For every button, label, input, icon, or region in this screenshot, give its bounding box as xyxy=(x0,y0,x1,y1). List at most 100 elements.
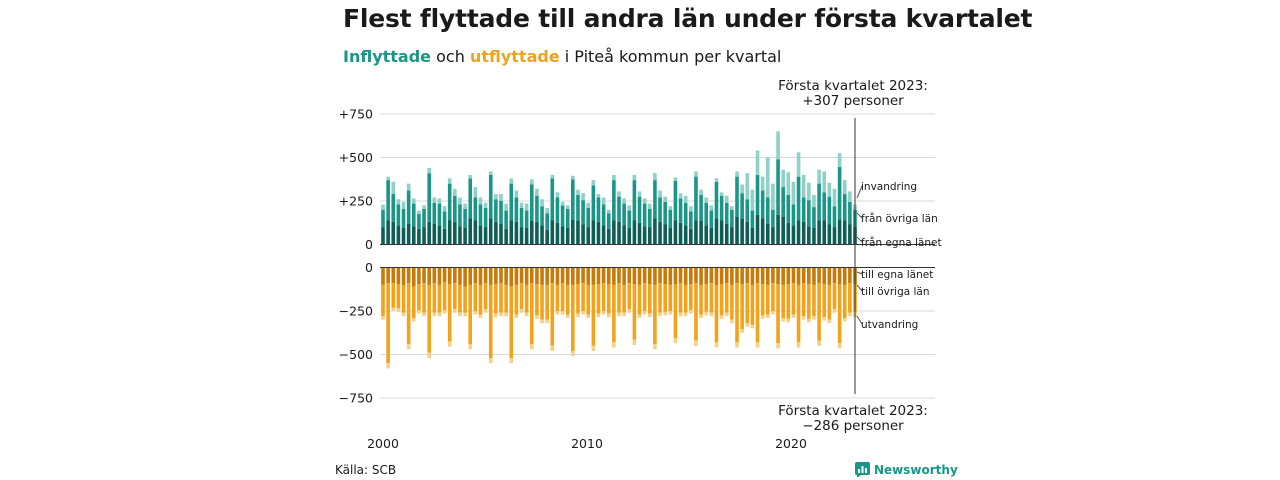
bar-in-other-counties xyxy=(571,179,575,220)
bar-out-emigration xyxy=(689,310,693,314)
bar-out-own-county xyxy=(642,267,647,284)
annotation-top-line2: +307 personer xyxy=(802,93,904,109)
newsworthy-logo-icon xyxy=(855,462,870,477)
bar-in-own-county xyxy=(453,221,457,245)
bar-out-other-counties xyxy=(848,283,852,313)
bar-in-own-county xyxy=(781,216,785,245)
bar-out-own-county xyxy=(417,267,421,285)
bar-out-other-counties xyxy=(540,284,544,320)
y-tick-label: −500 xyxy=(339,347,373,362)
bar-out-other-counties xyxy=(535,284,539,316)
bar-out-other-counties xyxy=(550,283,555,346)
annotation-top: Första kvartalet 2023: +307 personer xyxy=(765,79,941,109)
bar-in-own-county xyxy=(581,224,585,245)
bar-in-other-counties xyxy=(422,208,426,228)
bar-out-other-counties xyxy=(740,284,744,330)
bar-in-own-county xyxy=(719,220,724,245)
bar-out-other-counties xyxy=(463,286,467,313)
bar-in-other-counties xyxy=(427,173,431,222)
bar-out-other-counties xyxy=(581,283,585,311)
bar-out-emigration xyxy=(822,317,827,321)
bar-out-other-counties xyxy=(694,283,698,341)
bar-in-immigration xyxy=(807,182,811,201)
bar-in-own-county xyxy=(504,228,508,245)
bar-in-immigration xyxy=(606,209,611,214)
bar-in-other-counties xyxy=(504,210,508,229)
subtitle-rest: i Piteå kommun per kvartal xyxy=(559,47,782,66)
bar-out-emigration xyxy=(386,363,390,369)
bar-out-own-county xyxy=(730,267,734,285)
bar-in-own-county xyxy=(632,220,637,245)
bar-out-emigration xyxy=(606,313,611,318)
bar-in-other-counties xyxy=(699,194,703,222)
bar-in-own-county xyxy=(458,226,462,245)
bar-out-other-counties xyxy=(453,283,457,310)
bar-in-own-county xyxy=(848,224,852,245)
bar-out-other-counties xyxy=(730,284,734,320)
bar-out-emigration xyxy=(576,313,580,318)
bar-in-other-counties xyxy=(529,184,534,222)
bar-out-own-county xyxy=(478,267,483,285)
bar-out-own-county xyxy=(509,267,514,287)
bar-in-own-county xyxy=(494,221,498,245)
bar-in-own-county xyxy=(422,227,426,245)
bar-in-other-counties xyxy=(555,197,560,223)
bar-in-own-county xyxy=(842,220,847,245)
bar-out-emigration xyxy=(786,318,791,323)
bar-in-other-counties xyxy=(499,201,503,224)
bar-out-other-counties xyxy=(591,284,596,346)
bar-out-other-counties xyxy=(617,283,621,313)
bar-in-immigration xyxy=(519,202,524,208)
bar-out-own-county xyxy=(776,267,780,285)
bar-out-own-county xyxy=(437,267,442,285)
bar-in-own-county xyxy=(427,221,431,245)
bar-in-immigration xyxy=(411,198,416,204)
bar-in-own-county xyxy=(704,225,709,245)
bar-in-immigration xyxy=(663,196,667,202)
bar-out-other-counties xyxy=(391,283,396,308)
bar-in-other-counties xyxy=(509,183,514,221)
bar-out-other-counties xyxy=(468,284,473,345)
bar-in-own-county xyxy=(509,220,514,245)
bar-out-emigration xyxy=(499,312,503,317)
bar-out-emigration xyxy=(396,308,401,312)
bar-in-immigration xyxy=(740,184,744,194)
y-tick-label: +500 xyxy=(339,150,373,165)
bar-out-own-county xyxy=(427,267,431,285)
bar-in-immigration xyxy=(555,192,560,198)
bar-out-own-county xyxy=(801,267,806,284)
bar-out-other-counties xyxy=(560,283,565,311)
bar-out-other-counties xyxy=(565,284,570,315)
bar-in-immigration xyxy=(622,198,626,204)
bar-out-own-county xyxy=(663,267,667,285)
bar-out-own-county xyxy=(411,267,416,287)
series-leader-line xyxy=(856,212,863,219)
bar-out-emigration xyxy=(488,357,493,364)
bar-out-own-county xyxy=(596,267,601,285)
bar-in-immigration xyxy=(735,171,739,177)
bar-in-other-counties xyxy=(832,206,837,228)
bar-out-own-county xyxy=(622,267,626,285)
bar-in-own-county xyxy=(519,227,524,245)
y-tick-label: +250 xyxy=(339,194,373,209)
bar-in-other-counties xyxy=(709,210,714,228)
bar-out-other-counties xyxy=(458,284,462,313)
bar-out-other-counties xyxy=(478,284,483,315)
bar-in-own-county xyxy=(740,218,744,245)
bar-out-emigration xyxy=(842,317,847,322)
bar-in-other-counties xyxy=(842,194,847,221)
bar-out-emigration xyxy=(401,312,406,317)
bar-out-other-counties xyxy=(519,283,524,310)
bar-out-other-counties xyxy=(827,284,832,320)
bar-in-own-county xyxy=(817,220,821,245)
bar-out-own-county xyxy=(735,267,739,284)
bar-in-immigration xyxy=(504,203,508,211)
bar-out-other-counties xyxy=(509,286,514,358)
bar-out-other-counties xyxy=(442,282,447,311)
bar-in-other-counties xyxy=(760,190,765,219)
bar-in-own-county xyxy=(668,227,673,245)
bar-out-own-county xyxy=(765,267,770,285)
bar-in-other-counties xyxy=(437,203,442,226)
bar-in-own-county xyxy=(642,226,647,245)
bar-out-other-counties xyxy=(622,284,626,313)
